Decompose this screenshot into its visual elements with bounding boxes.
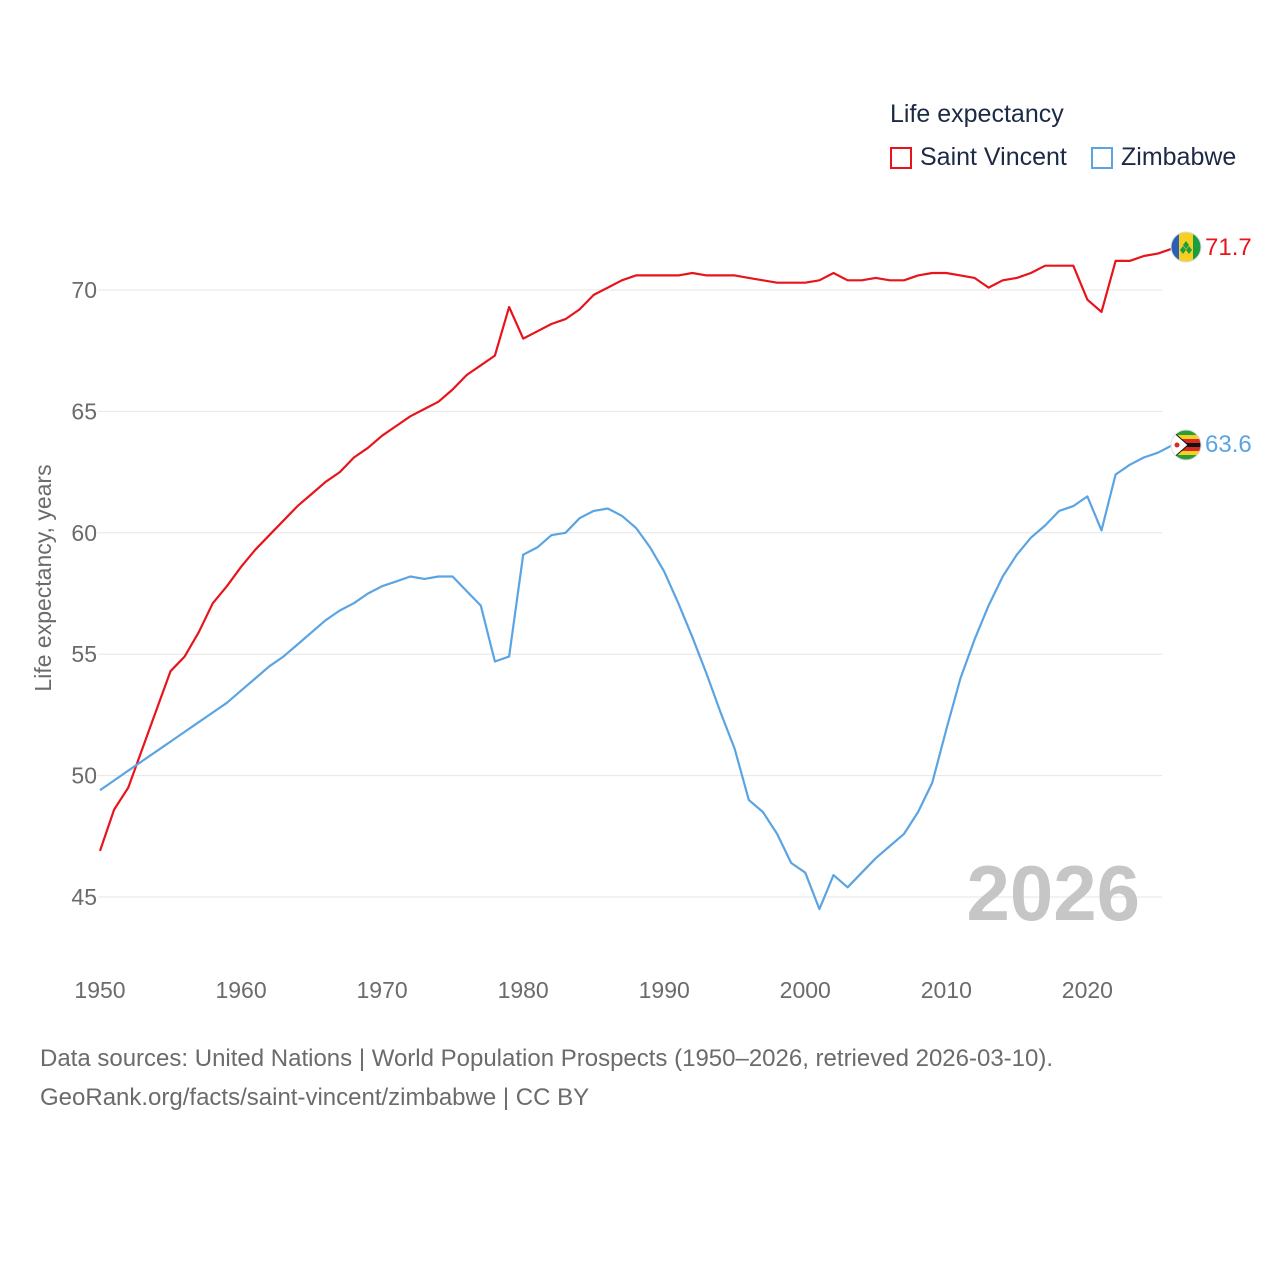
x-tick-label: 1970 — [357, 977, 408, 1003]
y-tick-label: 55 — [71, 641, 97, 667]
legend-item-saint-vincent[interactable]: Saint Vincent — [890, 143, 1067, 172]
x-tick-label: 2000 — [780, 977, 831, 1003]
y-tick-label: 50 — [71, 763, 97, 789]
saint-vincent-flag-icon — [1170, 231, 1202, 263]
x-tick-label: 2010 — [921, 977, 972, 1003]
series-line-zimbabwe[interactable] — [99, 444, 1182, 911]
x-tick-label: 1980 — [498, 977, 549, 1003]
x-tick-label: 2020 — [1062, 977, 1113, 1003]
legend-swatch-saint-vincent — [890, 146, 912, 169]
x-tick-label: 1950 — [74, 977, 125, 1003]
source-link[interactable]: GeoRank.org/facts/saint-vincent/zimbabwe… — [40, 1084, 590, 1111]
y-tick-label: 65 — [71, 398, 97, 424]
x-axis-ticks: 1950 1960 1970 1980 1990 2000 2010 2020 — [74, 977, 1113, 1003]
y-axis-label: Life expectancy, years — [30, 464, 56, 691]
legend-label-saint-vincent: Saint Vincent — [920, 143, 1067, 171]
legend-item-zimbabwe[interactable]: Zimbabwe — [1091, 143, 1236, 172]
year-watermark: 2026 — [966, 849, 1140, 937]
zimbabwe-end-label: 63.6 — [1205, 431, 1252, 458]
y-tick-label: 45 — [71, 884, 97, 910]
legend-swatch-zimbabwe — [1091, 146, 1113, 169]
legend-label-zimbabwe: Zimbabwe — [1121, 143, 1237, 171]
grid-lines — [98, 289, 1162, 898]
saint-vincent-end-label: 71.7 — [1205, 234, 1252, 261]
x-tick-label: 1990 — [639, 977, 690, 1003]
zimbabwe-flag-icon — [1170, 429, 1202, 461]
data-source-note: Data sources: United Nations | World Pop… — [40, 1045, 1054, 1072]
y-axis-ticks: 45 50 55 60 65 70 — [71, 277, 97, 910]
x-tick-label: 1960 — [215, 977, 266, 1003]
y-tick-label: 70 — [71, 277, 97, 303]
series-line-saint-vincent[interactable] — [98, 247, 1182, 852]
y-tick-label: 60 — [71, 520, 97, 546]
legend-title: Life expectancy — [890, 100, 1064, 128]
series-lines — [98, 247, 1182, 911]
